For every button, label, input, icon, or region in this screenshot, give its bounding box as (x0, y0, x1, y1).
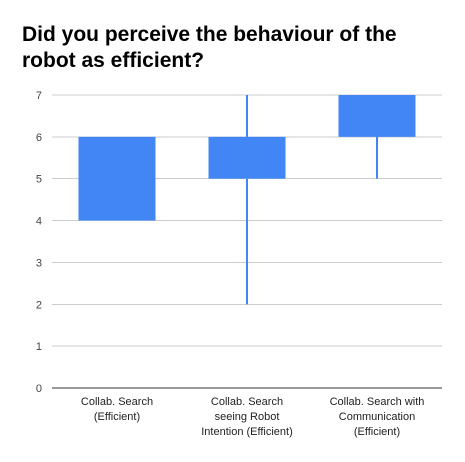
x-axis-category-labels: Collab. Search (Efficient) Collab. Search s… (81, 396, 424, 438)
category-label: Collab. Search seeing Robot Intention (Eff… (201, 396, 293, 438)
y-tick-label: 4 (36, 216, 42, 228)
category-label-line: Collab. Search (81, 396, 153, 408)
boxes (78, 95, 416, 305)
box-3 (338, 95, 416, 179)
y-axis-tick-labels: 0 1 2 3 4 5 6 7 (36, 90, 42, 395)
box-2 (208, 95, 286, 305)
category-label-line: Intention (Efficient) (201, 426, 293, 438)
y-tick-label: 1 (36, 341, 42, 353)
category-label-line: Collab. Search (211, 396, 283, 408)
chart-title: Did you perceive the behaviour of the ro… (22, 23, 397, 72)
box-body (338, 95, 416, 137)
category-label-line: seeing Robot (215, 411, 280, 423)
category-label: Collab. Search with Communication (Efficie… (330, 396, 425, 438)
y-tick-label: 7 (36, 90, 42, 102)
category-label-line: (Efficient) (94, 411, 140, 423)
box-body (208, 136, 286, 179)
y-tick-label: 5 (36, 174, 42, 186)
y-tick-label: 2 (36, 299, 42, 311)
y-tick-label: 6 (36, 132, 42, 144)
category-label: Collab. Search (Efficient) (81, 396, 153, 423)
box-1 (78, 136, 156, 221)
y-tick-label: 0 (36, 383, 42, 395)
y-tick-label: 3 (36, 257, 42, 269)
category-label-line: Communication (339, 411, 415, 423)
category-label-line: Collab. Search with (330, 396, 425, 408)
box-body (78, 136, 156, 221)
category-label-line: (Efficient) (354, 426, 400, 438)
